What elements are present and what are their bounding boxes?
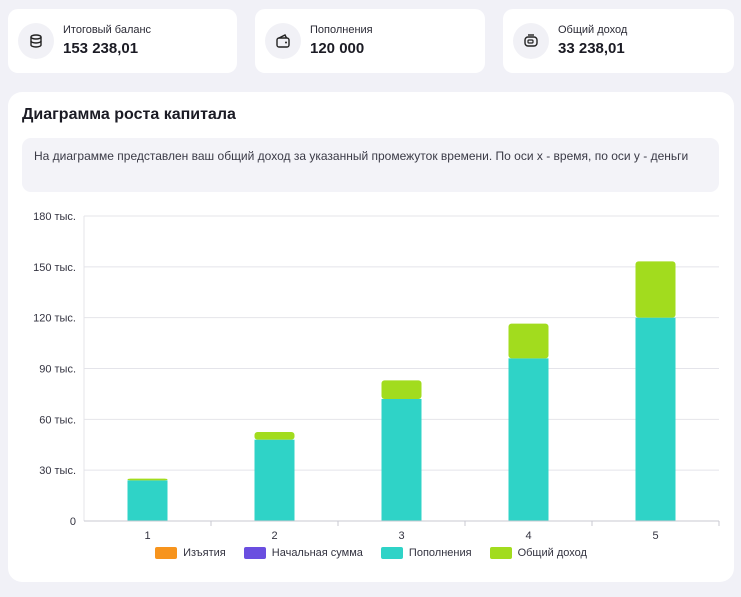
legend-label: Пополнения bbox=[408, 547, 472, 559]
wallet-icon bbox=[265, 23, 301, 59]
piggy-bank-icon bbox=[513, 23, 549, 59]
chart-legend: Изъятия Начальная сумма Пополнения Общий до… bbox=[8, 547, 734, 559]
card-total-income: Общий доход 33 238,01 bbox=[503, 9, 734, 73]
card-value: 33 238,01 bbox=[558, 40, 625, 57]
legend-swatch bbox=[489, 547, 512, 559]
x-tick-label: 5 bbox=[652, 530, 658, 542]
x-tick-label: 3 bbox=[398, 530, 404, 542]
bar-segment bbox=[635, 317, 676, 521]
bar-segment bbox=[508, 323, 549, 359]
x-tick-label: 1 bbox=[144, 530, 150, 542]
bar-segment bbox=[381, 399, 422, 521]
bar-segment bbox=[635, 261, 676, 318]
card-deposits: Пополнения 120 000 bbox=[255, 9, 485, 73]
y-tick-label: 120 тыс. bbox=[33, 313, 76, 325]
y-tick-label: 0 bbox=[70, 516, 76, 528]
bar-segment bbox=[127, 478, 168, 481]
bar-segment bbox=[127, 480, 168, 521]
legend-label: Начальная сумма bbox=[271, 547, 363, 559]
panel-title: Диаграмма роста капитала bbox=[22, 106, 236, 123]
legend-item[interactable]: Начальная сумма bbox=[243, 547, 363, 559]
bar-segment bbox=[508, 358, 549, 521]
card-label: Пополнения bbox=[310, 24, 373, 36]
card-total-balance: Итоговый баланс 153 238,01 bbox=[8, 9, 237, 73]
bar-segment bbox=[254, 439, 295, 521]
legend-item[interactable]: Общий доход bbox=[489, 547, 587, 559]
legend-item[interactable]: Пополнения bbox=[380, 547, 472, 559]
chart-description: На диаграмме представлен ваш общий доход… bbox=[22, 138, 719, 192]
card-value: 120 000 bbox=[310, 40, 365, 57]
bar-segment bbox=[254, 432, 295, 440]
legend-swatch bbox=[155, 547, 178, 559]
card-label: Общий доход bbox=[558, 24, 628, 36]
x-tick-label: 4 bbox=[525, 530, 531, 542]
coins-stack-icon bbox=[18, 23, 54, 59]
bar-segment bbox=[381, 380, 422, 399]
card-value: 153 238,01 bbox=[63, 40, 139, 57]
y-tick-label: 150 тыс. bbox=[33, 262, 76, 274]
card-label: Итоговый баланс bbox=[63, 24, 152, 36]
legend-item[interactable]: Изъятия bbox=[155, 547, 226, 559]
x-tick-label: 2 bbox=[271, 530, 277, 542]
y-tick-label: 90 тыс. bbox=[39, 364, 76, 376]
y-tick-label: 180 тыс. bbox=[33, 211, 76, 223]
legend-swatch bbox=[243, 547, 266, 559]
y-tick-label: 30 тыс. bbox=[39, 465, 76, 477]
y-tick-label: 60 тыс. bbox=[39, 414, 76, 426]
capital-growth-chart: 0 30 тыс. 60 тыс. 90 тыс. 120 тыс. 150 тыс. 18… bbox=[33, 211, 720, 542]
capital-growth-panel: Диаграмма роста капитала На диаграмме пр… bbox=[8, 92, 734, 582]
legend-label: Общий доход bbox=[517, 547, 587, 559]
legend-swatch bbox=[380, 547, 403, 559]
legend-label: Изъятия bbox=[183, 547, 226, 559]
